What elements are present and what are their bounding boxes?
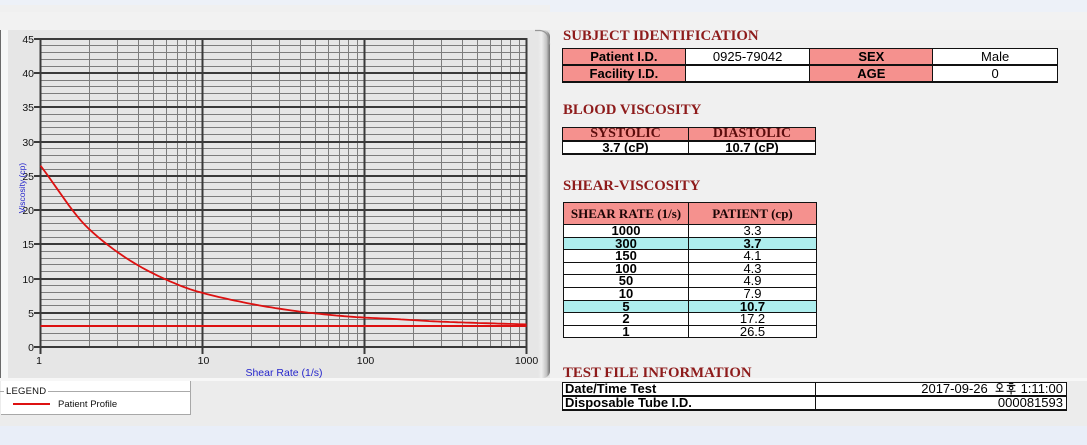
svg-text:30: 30: [22, 137, 34, 149]
svg-text:20: 20: [22, 205, 34, 217]
svg-text:0: 0: [28, 342, 34, 354]
svg-text:10: 10: [22, 274, 34, 286]
svg-text:Viscosity (cp): Viscosity (cp): [17, 163, 27, 214]
svg-text:15: 15: [22, 239, 34, 251]
svg-text:10: 10: [198, 355, 210, 367]
svg-text:25: 25: [22, 171, 34, 183]
svg-text:45: 45: [22, 34, 34, 46]
svg-text:1000: 1000: [515, 355, 539, 367]
svg-text:Shear Rate (1/s): Shear Rate (1/s): [245, 367, 322, 379]
svg-text:35: 35: [22, 102, 34, 114]
svg-text:100: 100: [357, 355, 375, 367]
svg-text:40: 40: [22, 68, 34, 80]
svg-text:1: 1: [36, 355, 42, 367]
svg-text:5: 5: [28, 308, 34, 320]
